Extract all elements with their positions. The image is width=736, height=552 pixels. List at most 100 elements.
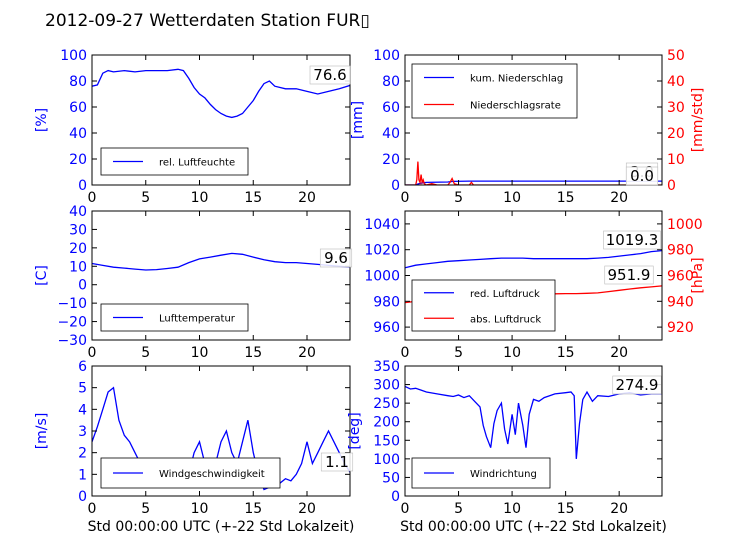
panel-windspeed: 0 5 10 15 20 0 1 2 3 4 5 6 [m/s] Std 00:00:00 UTC (+-… (34, 359, 354, 535)
series-line-primary (92, 386, 350, 491)
value-box (320, 452, 354, 472)
current-value-label: 1.1 (325, 453, 349, 471)
y-tick-label: 1040 (364, 217, 400, 233)
y-axis-label: [m/s] (34, 413, 50, 450)
y-tick-label: 40 (69, 204, 87, 220)
y-tick-label: 80 (382, 74, 400, 90)
x-tick-label: 5 (141, 501, 150, 517)
y2-tick-label: 10 (667, 152, 685, 168)
y-tick-label: 20 (69, 241, 87, 257)
x-tick-label: 0 (401, 501, 410, 517)
axes-frame (404, 54, 663, 186)
y-tick-label: 980 (373, 294, 400, 310)
y-tick-label: 30 (69, 222, 87, 238)
x-tick-label: 5 (454, 190, 463, 206)
y-tick-label: 0 (78, 178, 87, 194)
y2-tick-label: 20 (667, 126, 685, 142)
y-tick-label: 60 (382, 100, 400, 116)
y-tick-label: 4 (78, 402, 87, 418)
series-line-primary (405, 249, 662, 269)
value-box (604, 265, 654, 285)
series-line-primary (92, 68, 350, 119)
y-tick-label: −30 (57, 333, 87, 349)
y-tick-label: 1000 (364, 269, 400, 285)
y-tick-label: 40 (382, 126, 400, 142)
y-tick-label: 0 (78, 489, 87, 505)
legend-label: Niederschlagsrate (470, 101, 561, 112)
legend-label: Windrichtung (470, 469, 537, 480)
y-tick-label: 20 (69, 152, 87, 168)
legend-box (411, 279, 556, 332)
y2-tick-label: 940 (667, 294, 694, 310)
x-tick-label: 20 (298, 501, 316, 517)
current-value-label: 0.0 (630, 167, 654, 185)
y-tick-label: 0 (78, 278, 87, 294)
current-value-label: 1019.3 (606, 231, 659, 249)
legend-label: rel. Luftfeuchte (159, 158, 235, 169)
y2-tick-label: 40 (667, 74, 685, 90)
y2-tick-label: 980 (667, 243, 694, 259)
x-tick-label: 5 (141, 345, 150, 361)
x-tick-label: 0 (88, 345, 97, 361)
x-tick-label: 5 (141, 190, 150, 206)
y-tick-label: −10 (57, 296, 87, 312)
value-box (612, 375, 662, 395)
y-axis-label: [deg] (347, 412, 363, 449)
y-tick-label: 3 (78, 424, 87, 440)
x-tick-label: 15 (244, 345, 262, 361)
series-line-primary (405, 385, 662, 459)
y2-tick-label: 50 (667, 48, 685, 64)
legend-label: Windgeschwindigkeit (159, 469, 265, 480)
current-value-label: 9.6 (324, 249, 348, 267)
y-tick-label: 0 (391, 489, 400, 505)
y-tick-label: 60 (69, 100, 87, 116)
x-tick-label: 15 (557, 501, 575, 517)
y-tick-label: 80 (69, 74, 87, 90)
x-tick-label: 20 (610, 345, 628, 361)
x-tick-label: 10 (503, 345, 521, 361)
y2-tick-label: 0 (667, 178, 676, 194)
y2-tick-label: 960 (667, 269, 694, 285)
legend-box (411, 63, 578, 119)
y-tick-label: 50 (382, 470, 400, 486)
y-tick-label: 350 (373, 359, 400, 375)
y-tick-label: 0 (391, 178, 400, 194)
legend-label: abs. Luftdruck (470, 314, 541, 325)
current-value-label: 951.9 (608, 266, 651, 284)
y-tick-label: 20 (382, 152, 400, 168)
y-axis-label: [C] (34, 265, 50, 286)
legend-label: red. Luftdruck (470, 289, 540, 300)
y-tick-label: 100 (373, 48, 400, 64)
x-tick-label: 20 (298, 190, 316, 206)
y-tick-label: 10 (69, 259, 87, 275)
x-tick-label: 5 (454, 345, 463, 361)
y-tick-label: 960 (373, 320, 400, 336)
value-box (603, 230, 661, 250)
x-tick-label: 15 (557, 190, 575, 206)
x-tick-label: 0 (401, 190, 410, 206)
y-tick-label: 1020 (364, 243, 400, 259)
x-tick-label: 15 (244, 501, 262, 517)
legend-label: Lufttemperatur (159, 314, 236, 325)
panel-temperature: 0 5 10 15 20 −30 −20 −10 0 10 20 30 40 [C] Lufttempera… (34, 204, 353, 361)
y-axis-label: [mm] (350, 101, 366, 139)
x-tick-label: 20 (610, 190, 628, 206)
panel-precip: 0 5 10 15 20 0 20 40 60 80 100 0 10 20 30 40 50 [mm] [mm/s… (350, 48, 706, 206)
y2-tick-label: 30 (667, 100, 685, 116)
y2-tick-label: 1000 (667, 217, 703, 233)
y-tick-label: 300 (373, 378, 400, 394)
x-axis-label: Std 00:00:00 UTC (+-22 Std Lokalzeit) (88, 519, 355, 535)
y2-axis-label: [hPa] (690, 257, 706, 293)
value-box (309, 65, 351, 85)
x-tick-label: 10 (503, 190, 521, 206)
y-tick-label: 200 (373, 415, 400, 431)
series-line-secondary (405, 161, 662, 185)
x-tick-label: 15 (557, 345, 575, 361)
x-tick-label: 20 (610, 501, 628, 517)
x-tick-label: 20 (298, 345, 316, 361)
y-tick-label: 2 (78, 446, 87, 462)
x-tick-label: 5 (454, 501, 463, 517)
y-tick-label: 150 (373, 433, 400, 449)
y-tick-label: 100 (373, 452, 400, 468)
